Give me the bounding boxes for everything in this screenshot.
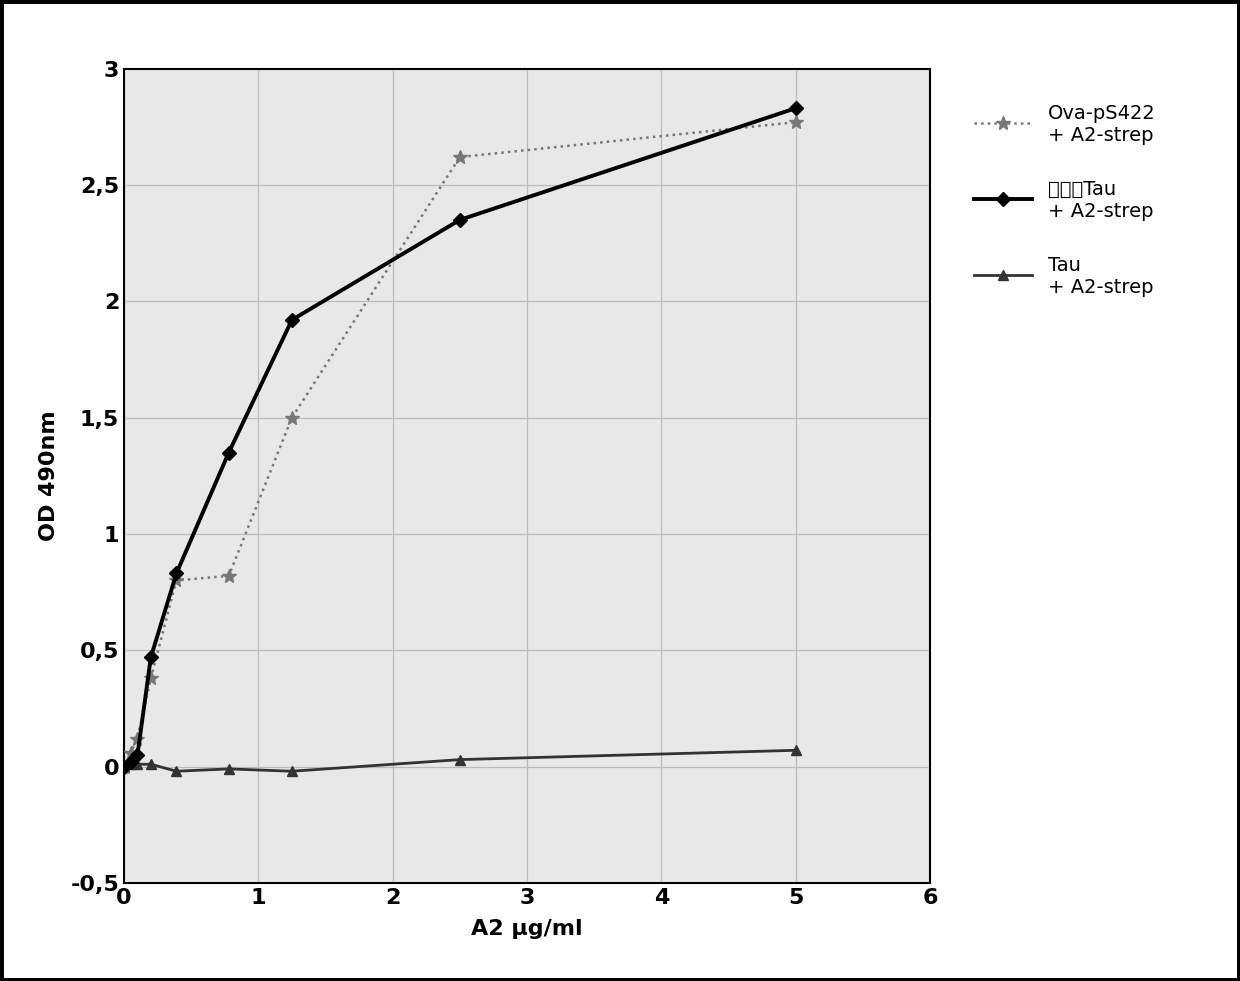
Line: Tau
+ A2-strep: Tau + A2-strep <box>119 746 801 776</box>
Ova-pS422
+ A2-strep <box>130 733 145 745</box>
磷酸化Tau
+ A2-strep <box>284 314 299 326</box>
Ova-pS422
+ A2-strep <box>284 412 299 424</box>
磷酸化Tau
+ A2-strep <box>221 446 236 458</box>
Ova-pS422
+ A2-strep <box>169 575 184 587</box>
Line: Ova-pS422
+ A2-strep: Ova-pS422 + A2-strep <box>117 115 802 774</box>
Tau
+ A2-strep <box>453 753 467 765</box>
Ova-pS422
+ A2-strep <box>123 747 138 758</box>
磷酸化Tau
+ A2-strep <box>144 651 159 663</box>
磷酸化Tau
+ A2-strep <box>123 756 138 768</box>
X-axis label: A2 μg/ml: A2 μg/ml <box>471 919 583 939</box>
Tau
+ A2-strep <box>789 745 804 756</box>
Ova-pS422
+ A2-strep <box>117 760 131 772</box>
Tau
+ A2-strep <box>130 758 145 770</box>
磷酸化Tau
+ A2-strep <box>130 749 145 761</box>
Legend: Ova-pS422
+ A2-strep, 磷酸化Tau
+ A2-strep, Tau
+ A2-strep: Ova-pS422 + A2-strep, 磷酸化Tau + A2-strep,… <box>963 95 1166 307</box>
Y-axis label: OD 490nm: OD 490nm <box>40 410 60 542</box>
Tau
+ A2-strep <box>284 765 299 777</box>
Ova-pS422
+ A2-strep <box>453 151 467 163</box>
Ova-pS422
+ A2-strep <box>789 117 804 129</box>
Tau
+ A2-strep <box>169 765 184 777</box>
Tau
+ A2-strep <box>221 763 236 775</box>
Tau
+ A2-strep <box>144 758 159 770</box>
Tau
+ A2-strep <box>117 760 131 772</box>
Line: 磷酸化Tau
+ A2-strep: 磷酸化Tau + A2-strep <box>119 103 801 771</box>
磷酸化Tau
+ A2-strep <box>117 760 131 772</box>
Tau
+ A2-strep <box>123 758 138 770</box>
Ova-pS422
+ A2-strep <box>144 672 159 684</box>
磷酸化Tau
+ A2-strep <box>789 102 804 114</box>
Ova-pS422
+ A2-strep <box>221 570 236 582</box>
磷酸化Tau
+ A2-strep <box>169 568 184 580</box>
磷酸化Tau
+ A2-strep <box>453 214 467 226</box>
